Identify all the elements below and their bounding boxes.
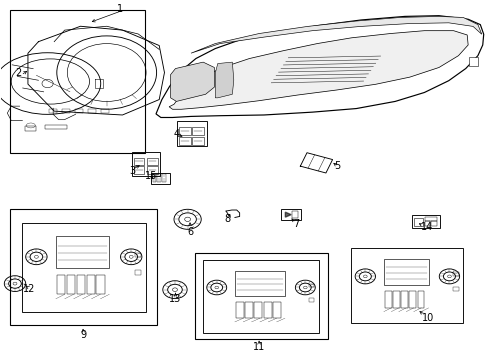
Text: 3: 3 <box>129 166 135 176</box>
Bar <box>417 291 424 308</box>
Bar <box>424 217 436 221</box>
Bar <box>308 298 314 302</box>
Bar <box>400 291 407 308</box>
Bar <box>25 126 36 131</box>
Bar <box>133 158 144 165</box>
Bar <box>131 152 160 176</box>
Bar <box>468 57 477 66</box>
Bar <box>147 166 158 174</box>
Bar <box>272 302 280 318</box>
Bar <box>179 137 190 145</box>
Text: 15: 15 <box>144 171 157 181</box>
Text: 6: 6 <box>186 227 193 237</box>
Text: 14: 14 <box>420 222 432 232</box>
Bar <box>101 109 109 113</box>
Bar <box>384 291 391 308</box>
Bar <box>135 252 141 257</box>
Bar <box>57 275 65 294</box>
Bar <box>291 211 297 218</box>
Bar <box>254 302 262 318</box>
Text: 2: 2 <box>15 68 21 78</box>
Polygon shape <box>169 31 467 109</box>
Text: 13: 13 <box>169 294 181 303</box>
Bar <box>430 221 436 226</box>
Text: 9: 9 <box>80 330 86 341</box>
Bar <box>49 109 57 113</box>
Text: 4: 4 <box>174 129 180 139</box>
Bar <box>281 209 300 220</box>
Bar <box>133 166 144 174</box>
Polygon shape <box>170 62 214 102</box>
Bar <box>392 291 399 308</box>
Bar <box>263 302 271 318</box>
Bar <box>351 248 462 323</box>
Bar <box>192 127 203 135</box>
Bar <box>179 127 190 135</box>
Bar <box>234 271 285 296</box>
Bar <box>408 291 415 308</box>
Bar <box>244 302 252 318</box>
Bar <box>452 287 458 291</box>
Text: 12: 12 <box>23 284 36 294</box>
Bar <box>413 218 422 226</box>
Bar <box>195 253 327 339</box>
Bar <box>147 158 158 165</box>
Bar <box>383 259 428 285</box>
Text: 10: 10 <box>421 312 433 323</box>
Bar <box>75 109 83 113</box>
Bar <box>235 302 243 318</box>
Bar <box>177 121 206 147</box>
Text: 5: 5 <box>334 161 340 171</box>
Bar <box>62 109 70 113</box>
Bar <box>152 174 156 182</box>
Bar <box>10 208 157 325</box>
Bar <box>56 236 109 267</box>
Text: 1: 1 <box>116 4 122 14</box>
Bar <box>203 260 318 333</box>
Polygon shape <box>191 17 481 53</box>
Bar <box>10 10 144 153</box>
Bar <box>192 137 203 145</box>
Polygon shape <box>215 62 233 98</box>
Text: 8: 8 <box>224 213 230 224</box>
Text: 11: 11 <box>252 342 264 352</box>
Bar <box>88 109 96 113</box>
Bar <box>308 284 314 288</box>
Polygon shape <box>285 212 290 217</box>
Bar <box>96 275 105 294</box>
Bar <box>162 174 165 182</box>
Bar <box>411 215 440 228</box>
Bar <box>157 174 161 182</box>
Text: 7: 7 <box>292 219 299 229</box>
Bar <box>22 223 145 312</box>
Bar <box>77 275 85 294</box>
Bar <box>424 221 429 226</box>
Bar <box>151 173 169 184</box>
Bar <box>66 275 75 294</box>
Bar <box>452 272 458 276</box>
Bar <box>135 270 141 275</box>
Bar <box>45 125 67 129</box>
Bar <box>86 275 95 294</box>
Polygon shape <box>156 16 483 117</box>
